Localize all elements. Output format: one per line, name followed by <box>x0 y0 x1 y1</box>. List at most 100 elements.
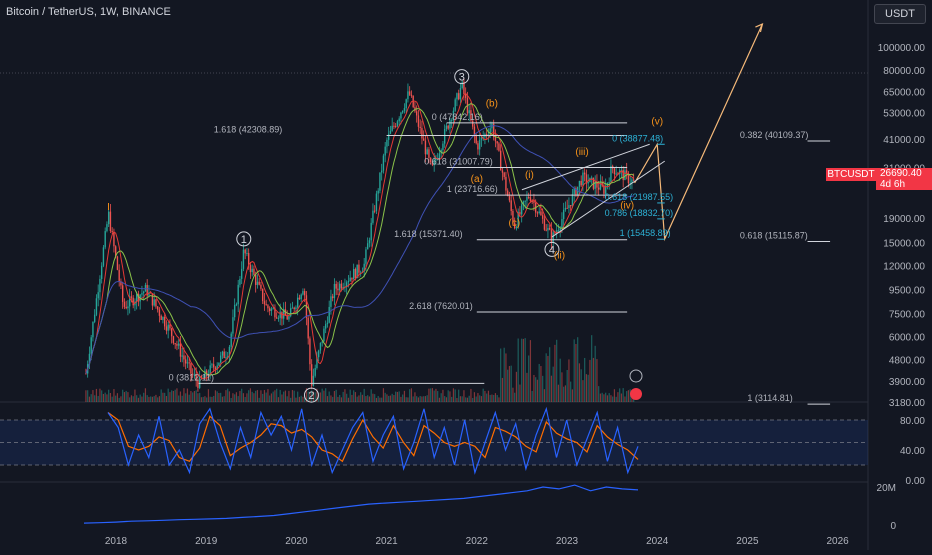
volume-bar <box>290 397 292 402</box>
volume-bar <box>374 394 376 402</box>
volume-bar <box>185 393 187 402</box>
volume-bar <box>220 392 222 402</box>
candle-body <box>125 306 127 309</box>
candle-body <box>377 190 379 194</box>
volume-bar <box>482 388 484 402</box>
candle-body <box>291 307 294 309</box>
candle-body <box>246 253 248 255</box>
wave-label: 1 <box>241 234 247 246</box>
candle-body <box>433 159 435 166</box>
volume-bar <box>391 393 393 402</box>
candle-body <box>438 153 441 159</box>
volume-bar <box>498 397 500 402</box>
candle-body <box>400 112 402 119</box>
volume-bar <box>339 394 341 402</box>
volume-bar <box>459 396 462 402</box>
volume-bar <box>164 392 166 402</box>
volume-bar <box>507 369 509 402</box>
volume-bar <box>428 388 430 402</box>
volume-bar <box>375 397 378 402</box>
candle-body <box>552 232 554 243</box>
volume-bar <box>276 388 278 402</box>
wedge-lower-line <box>551 160 665 238</box>
volume-bar <box>363 388 365 402</box>
volume-bar <box>402 394 404 402</box>
candle-body <box>417 115 420 127</box>
candle-body <box>372 210 374 223</box>
volume-bar <box>241 388 243 402</box>
candle-body <box>300 294 302 300</box>
candle-body <box>279 311 281 318</box>
volume-bar <box>552 366 554 402</box>
volume-bar <box>368 396 371 402</box>
volume-bar <box>470 388 472 402</box>
volume-bar <box>234 394 236 402</box>
volume-bar <box>531 390 533 402</box>
volume-bar <box>358 395 360 402</box>
candle-body <box>296 297 299 308</box>
wave-label: (iv) <box>620 201 634 212</box>
candle-body <box>114 246 117 257</box>
volume-bar <box>573 339 575 402</box>
volume-bar <box>563 386 565 402</box>
candle-body <box>473 126 476 136</box>
x-tick-label: 2026 <box>826 536 849 547</box>
candle-body <box>193 374 196 376</box>
candle-body <box>471 120 474 127</box>
candle-body <box>151 293 154 306</box>
candle-body <box>550 229 553 243</box>
volume-bar <box>130 395 133 402</box>
volume-bar <box>167 388 169 402</box>
volume-bar <box>424 396 427 402</box>
volume-bar <box>281 394 283 402</box>
candle-body <box>104 231 106 248</box>
volume-bar <box>627 390 630 402</box>
volume-bar <box>202 396 204 402</box>
volume-bar <box>122 389 124 402</box>
volume-bar <box>542 375 544 402</box>
candle-body <box>370 222 372 241</box>
candle-body <box>302 291 304 295</box>
candle-body <box>258 281 260 285</box>
volume-bar <box>295 397 297 402</box>
candle-body <box>512 210 514 223</box>
volume-bar <box>113 389 115 402</box>
volume-bar <box>372 393 374 402</box>
volume-bar <box>626 391 628 402</box>
rsi-k-line <box>107 406 639 475</box>
volume-bar <box>487 390 490 402</box>
candle-body <box>485 133 488 135</box>
candle-body <box>585 174 588 184</box>
candle-body <box>118 269 120 282</box>
volume-bar <box>575 344 577 402</box>
candle-body <box>505 176 507 191</box>
candle-body <box>351 277 353 280</box>
wave-label: (ii) <box>554 251 565 262</box>
y-tick-label: 9500.00 <box>889 285 926 296</box>
volume-bar <box>248 390 250 402</box>
volume-bar <box>146 395 148 402</box>
volume-bar <box>598 386 600 402</box>
volume-bar <box>559 358 561 402</box>
candle-body <box>627 173 630 184</box>
volume-bar <box>606 395 609 402</box>
volume-bar <box>620 393 623 402</box>
volume-bar <box>279 389 281 402</box>
volume-bar <box>95 388 98 402</box>
currency-selector[interactable]: USDT <box>874 4 926 24</box>
volume-bar <box>617 392 619 402</box>
volume-bar <box>475 396 477 402</box>
volume-bar <box>136 395 138 402</box>
candle-body <box>603 185 605 194</box>
volume-bar <box>197 393 199 402</box>
candle-body <box>571 194 574 207</box>
volume-bar <box>207 389 210 402</box>
volume-bar <box>255 390 257 402</box>
fib-level-label: 0.618 (31007.79) <box>424 157 493 167</box>
candle-body <box>120 281 122 286</box>
volume-bar <box>214 390 217 402</box>
candle-body <box>99 278 101 293</box>
volume-bar <box>158 396 161 402</box>
candle-body <box>475 135 477 144</box>
volume-bar <box>109 392 112 402</box>
